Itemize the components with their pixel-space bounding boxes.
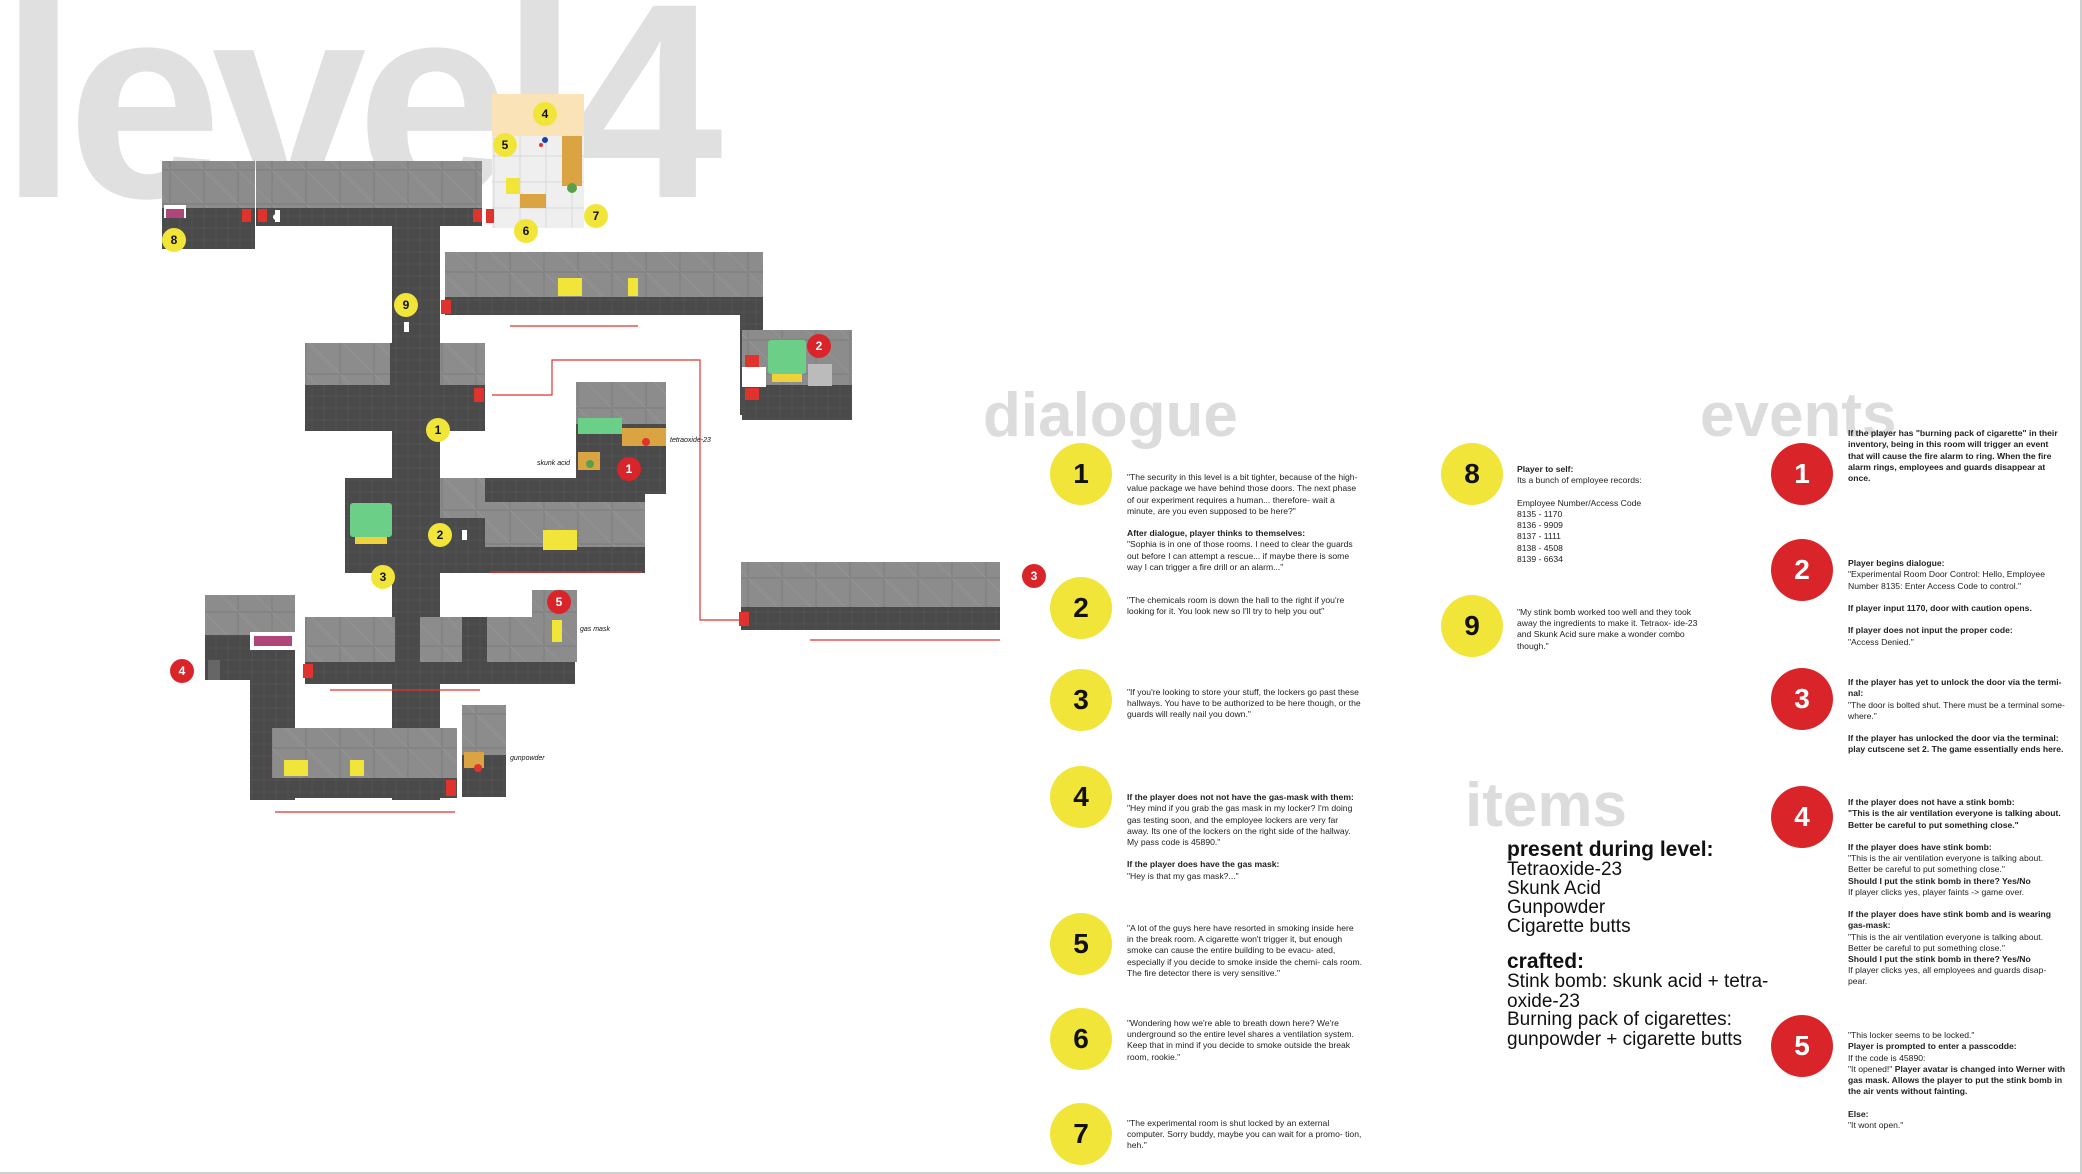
room-terminal xyxy=(742,330,852,420)
dialogue-4-text: If the player does not not have the gas-… xyxy=(1127,792,1354,881)
event-1-marker: 1 xyxy=(1771,443,1833,505)
dialogue-4-marker: 4 xyxy=(1050,766,1112,828)
label-tetraoxide: tetraoxide-23 xyxy=(670,437,711,444)
label-skunk-acid: skunk acid xyxy=(537,460,571,467)
map-marker-6[interactable]: 6 xyxy=(514,219,538,243)
items-present-title: present during level: xyxy=(1507,838,1714,861)
event-4-marker: 4 xyxy=(1771,786,1833,848)
map-marker-7[interactable]: 7 xyxy=(584,204,608,228)
items-crafted-2: Burning pack of cigarettes: gunpowder + … xyxy=(1507,1009,1743,1050)
dialogue-9-text: "My stink bomb worked too well and they … xyxy=(1517,607,1698,651)
event-4-text: If the player does not have a stink bomb… xyxy=(1848,797,2061,987)
room-exit-corridor xyxy=(739,562,1000,630)
map-event-4[interactable]: 4 xyxy=(170,659,194,683)
dialogue-6-marker: 6 xyxy=(1050,1008,1112,1070)
room-middle-left xyxy=(305,343,485,431)
event-2-text: Player begins dialogue: "Experimental Roo… xyxy=(1848,558,2045,647)
dialogue-5-text: "A lot of the guys here have resorted in… xyxy=(1127,923,1363,978)
map-event-3[interactable]: 3 xyxy=(1022,564,1046,588)
items-crafted-1: Stink bomb: skunk acid + tetra- oxide-23 xyxy=(1507,971,1769,1012)
map-marker-2[interactable]: 2 xyxy=(428,523,452,547)
room-right-corridor xyxy=(441,252,763,315)
dialogue-6-text: "Wondering how we're able to breath down… xyxy=(1127,1018,1354,1062)
frame-bottom xyxy=(0,1172,2082,1174)
dialogue-8-text: Player to self: Its a bunch of employee r… xyxy=(1517,464,1642,564)
dialogue-9-marker: 9 xyxy=(1441,595,1503,657)
map-marker-8[interactable]: 8 xyxy=(162,228,186,252)
event-1-text: If the player has "burning pack of cigar… xyxy=(1848,428,2058,484)
event-2-marker: 2 xyxy=(1771,539,1833,601)
label-gas-mask: gas mask xyxy=(580,626,610,633)
frame-right xyxy=(2080,0,2082,1174)
dialogue-2-marker: 2 xyxy=(1050,577,1112,639)
dialogue-2-text: "The chemicals room is down the hall to … xyxy=(1127,595,1345,617)
room-top-corridor xyxy=(256,161,482,226)
event-3-marker: 3 xyxy=(1771,668,1833,730)
dialogue-7-marker: 7 xyxy=(1050,1103,1112,1165)
map-marker-4[interactable]: 4 xyxy=(533,102,557,126)
level-map xyxy=(162,94,1000,813)
map-marker-9[interactable]: 9 xyxy=(394,293,418,317)
room-bottom xyxy=(250,680,506,800)
items-present-1: Tetraoxide-23 xyxy=(1507,859,1623,880)
map-marker-3[interactable]: 3 xyxy=(371,565,395,589)
dialogue-8-marker: 8 xyxy=(1441,443,1503,505)
event-5-marker: 5 xyxy=(1771,1015,1833,1077)
map-event-5[interactable]: 5 xyxy=(547,590,571,614)
map-marker-1[interactable]: 1 xyxy=(426,418,450,442)
items-header: items xyxy=(1465,771,1627,840)
map-event-2[interactable]: 2 xyxy=(807,334,831,358)
dialogue-header: dialogue xyxy=(983,381,1238,450)
label-gunpowder: gunpowder xyxy=(510,755,545,762)
dialogue-7-text: "The experimental room is shut locked by… xyxy=(1127,1118,1362,1151)
dialogue-3-text: "If you're looking to store your stuff, … xyxy=(1127,687,1361,720)
items-present-2: Skunk Acid xyxy=(1507,878,1601,899)
dialogue-5-marker: 5 xyxy=(1050,913,1112,975)
dialogue-1-text: "The security in this level is a bit tig… xyxy=(1127,472,1358,572)
items-present-4: Cigarette butts xyxy=(1507,916,1631,937)
room-lower-corridor xyxy=(205,590,577,684)
map-marker-5[interactable]: 5 xyxy=(493,133,517,157)
event-3-text: If the player has yet to unlock the door… xyxy=(1848,677,2065,755)
items-present-3: Gunpowder xyxy=(1507,897,1606,918)
map-event-1[interactable]: 1 xyxy=(617,457,641,481)
event-5-text: "This locker seems to be locked." Player … xyxy=(1848,1030,2066,1130)
items-crafted-title: crafted: xyxy=(1507,950,1585,973)
dialogue-3-marker: 3 xyxy=(1050,669,1112,731)
events-header: events xyxy=(1700,381,1897,450)
dialogue-1-marker: 1 xyxy=(1050,443,1112,505)
room-experimental xyxy=(486,94,584,228)
room-breakroom xyxy=(345,478,645,573)
